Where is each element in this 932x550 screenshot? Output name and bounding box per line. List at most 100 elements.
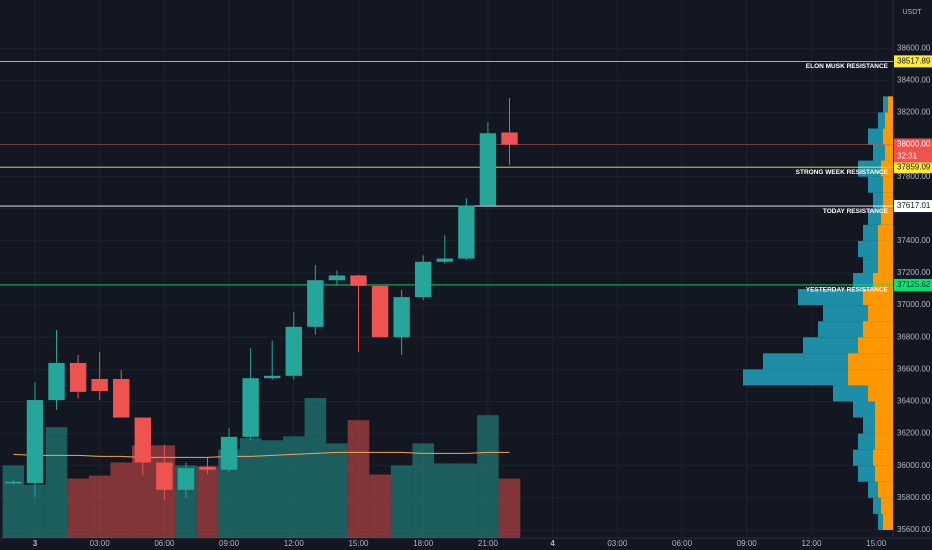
x-tick-label: 12:00 [284,539,305,548]
last-price-box [894,138,932,151]
level-price-box [894,55,932,68]
candle-body [393,297,410,338]
level-price: 37859.09 [897,162,931,171]
candle-body [350,275,367,286]
profile-up [875,401,893,418]
x-tick-label: 12:00 [801,539,822,548]
profile-up [873,449,893,466]
profile-up [875,465,893,482]
volume-bar [347,420,370,538]
level-name: YESTERDAY RESISTANCE [806,287,889,294]
candle-body [436,258,453,262]
y-tick-label: 38400.00 [897,75,931,84]
candle-body [242,378,259,437]
candle-body [415,261,432,298]
candle-body [91,379,108,392]
profile-up [868,385,893,402]
level-name: ELON MUSK RESISTANCE [806,63,889,70]
y-tick-label: 36400.00 [897,397,931,406]
profile-up [875,433,893,450]
y-tick-label: 38600.00 [897,43,931,52]
y-tick-label: 37800.00 [897,172,931,181]
volume-ma [13,451,510,458]
candle-body [177,468,195,490]
profile-up [885,144,893,161]
x-tick-label: 15:00 [866,539,887,548]
x-tick-label: 09:00 [737,539,758,548]
volume-bar [45,427,68,538]
y-tick-label: 36000.00 [897,461,931,470]
countdown-box [894,150,932,163]
volume-bar [24,484,46,538]
x-tick-label: 4 [550,539,555,548]
level-price-box [894,278,932,291]
y-tick-label: 36600.00 [897,364,931,373]
y-tick-label: 35600.00 [897,525,931,534]
profile-up [881,160,893,177]
profile-up [883,176,893,193]
profile-up [858,337,893,354]
volume-bar [326,443,348,538]
candle-body [220,436,238,470]
x-tick-label: 06:00 [672,539,693,548]
level-price: 37125.62 [897,280,931,289]
profile-up [883,192,893,209]
y-tick-label: 36200.00 [897,429,931,438]
candle-body [371,285,389,338]
profile-up [868,305,893,322]
profile-up [878,224,893,241]
candle-body [328,275,346,281]
x-tick-label: 06:00 [154,539,175,548]
volume-bar [433,463,456,538]
volume-bar [67,478,89,538]
profile-up [848,353,893,370]
level-name: STRONG WEEK RESISTANCE [796,169,889,176]
candle-body [156,462,173,490]
volume-bar [498,478,521,538]
volume-bar [261,440,283,538]
last-price: 38000.00 [897,140,931,149]
x-tick-label: 03:00 [607,539,628,548]
profile-up [888,96,893,113]
profile-up [885,112,893,129]
volume-bar [196,466,219,538]
x-tick-label: 21:00 [478,539,499,548]
candle-body [199,466,216,470]
countdown: 32:31 [897,152,918,161]
y-tick-label: 38200.00 [897,108,931,117]
level-price-box [894,161,932,174]
volume-bar [239,438,262,538]
y-tick-label: 36800.00 [897,332,931,341]
volume-bar [455,463,478,538]
candle-body [134,417,151,463]
candle-body [479,133,497,206]
profile-up [863,321,893,338]
y-tick-label: 37200.00 [897,268,931,277]
volume-bar [132,445,154,538]
candle-body [26,400,44,484]
y-tick-label: 37400.00 [897,236,931,245]
y-tick-label: 35800.00 [897,493,931,502]
profile-up [881,208,893,225]
level-name: TODAY RESISTANCE [823,208,889,215]
x-tick-label: 15:00 [348,539,369,548]
candle-body [69,362,87,392]
candle-body [307,280,324,327]
profile-up [878,481,893,498]
level-price-box [894,200,932,213]
candle-body [5,481,22,484]
level-price: 37617.01 [897,201,931,210]
volume-bar [412,443,434,538]
volume-bar [369,474,391,538]
candle-body [48,362,65,401]
x-tick-label: 03:00 [90,539,111,548]
x-tick-label: 18:00 [413,539,434,548]
currency: USDT [902,9,922,16]
profile-up [881,497,893,514]
profile-up [883,513,893,530]
x-tick-label: 3 [33,539,38,548]
profile-up [875,417,893,434]
profile-up [883,128,893,145]
